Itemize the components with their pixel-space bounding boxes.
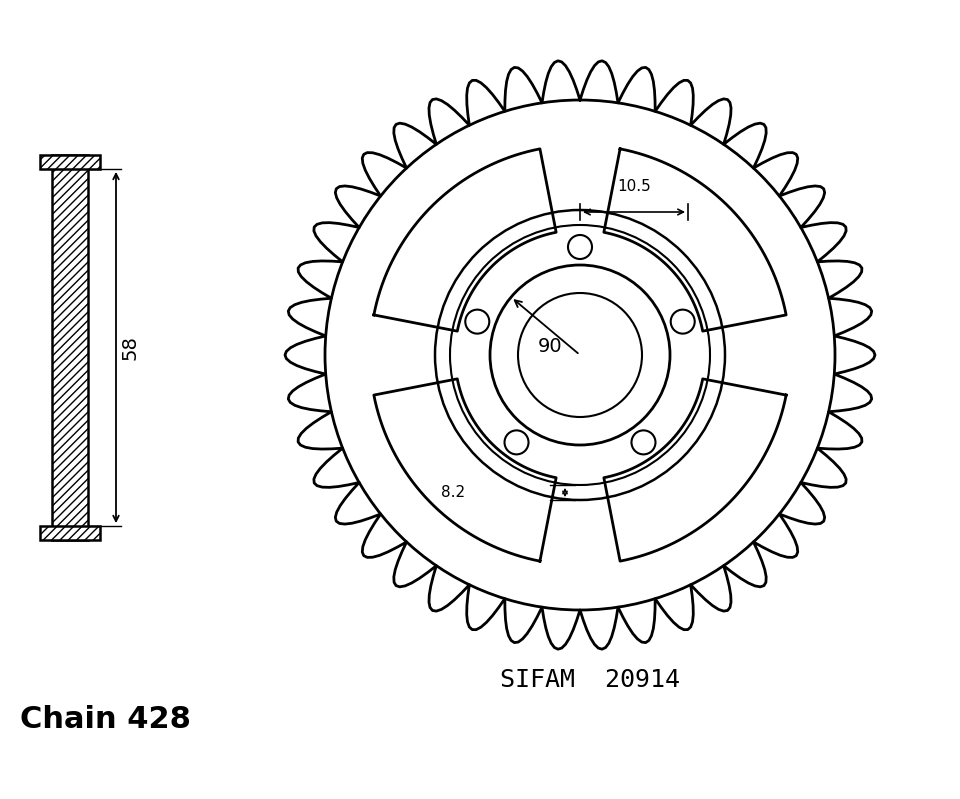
Text: SIFAM  20914: SIFAM 20914 bbox=[500, 668, 680, 692]
Bar bbox=[52, 155, 88, 540]
Bar bbox=[40, 155, 100, 169]
Text: 8.2: 8.2 bbox=[441, 485, 465, 500]
Bar bbox=[40, 526, 100, 540]
Text: Chain 428: Chain 428 bbox=[20, 706, 191, 734]
Bar bbox=[40, 155, 100, 169]
Text: 10.5: 10.5 bbox=[617, 179, 651, 194]
Bar bbox=[52, 155, 88, 540]
Text: 90: 90 bbox=[538, 337, 563, 356]
Bar bbox=[40, 526, 100, 540]
Text: 58: 58 bbox=[121, 335, 139, 360]
